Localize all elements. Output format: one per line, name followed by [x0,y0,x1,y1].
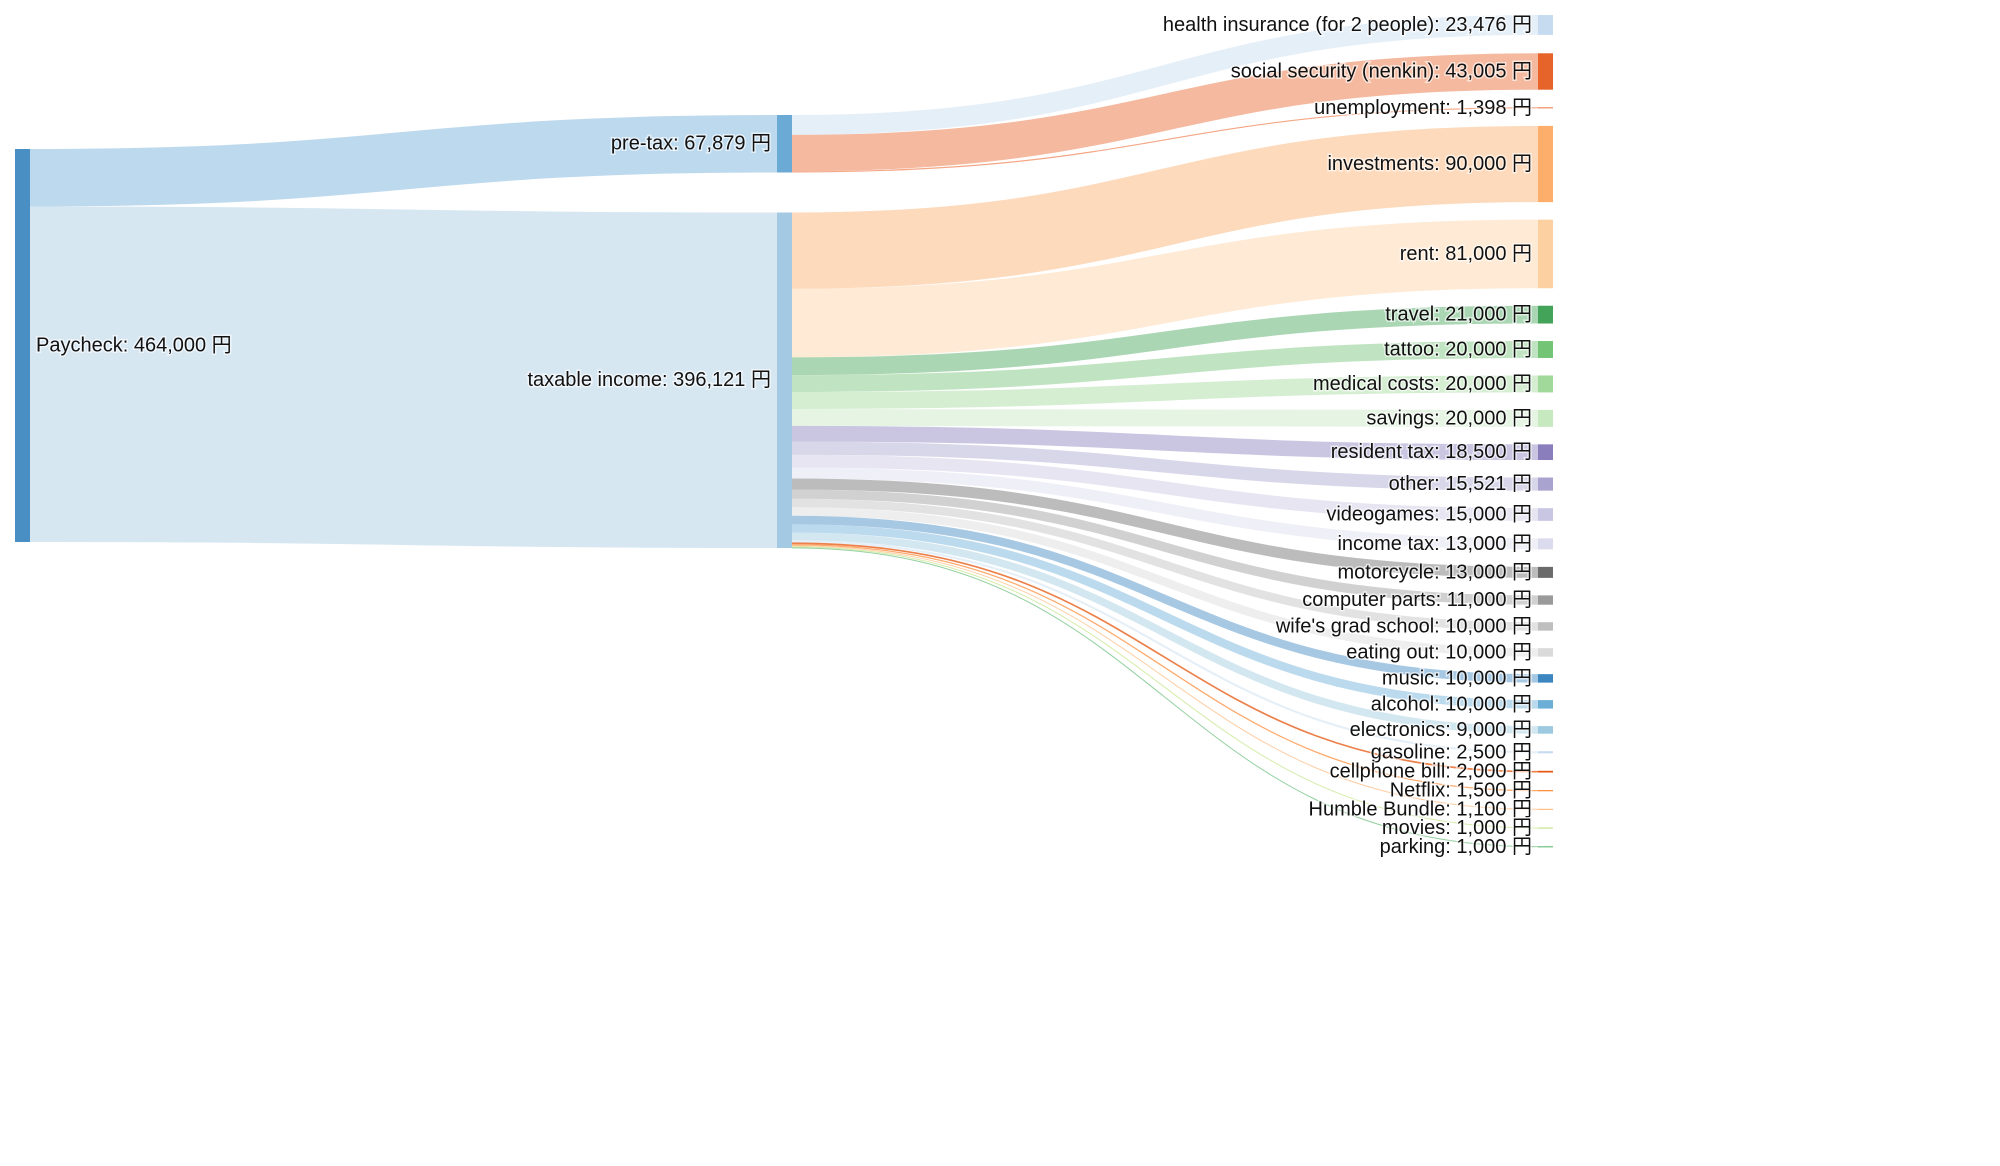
node-cellphone [1538,770,1553,773]
link-taxable-computer [791,489,1539,605]
link-taxable-travel [791,305,1539,376]
label-tattoo: tattoo: 20,000 円 [1384,338,1532,360]
link-taxable-videogames [791,454,1539,521]
link-taxable-alcohol [791,524,1539,709]
link-pretax-social [791,53,1539,172]
label-health: health insurance (for 2 people): 23,476 … [1163,14,1532,36]
node-gradschool [1538,622,1553,631]
node-savings [1538,409,1553,427]
node-videogames [1538,508,1553,521]
label-netflix: Netflix: 1,500 円 [1390,780,1532,802]
node-netflix [1538,790,1553,792]
link-taxable-resident [791,425,1539,461]
label-savings: savings: 20,000 円 [1366,407,1532,429]
node-rent [1538,219,1553,289]
label-computer: computer parts: 11,000 円 [1302,589,1532,611]
label-cellphone: cellphone bill: 2,000 円 [1330,761,1532,783]
link-pretax-health [791,15,1539,135]
node-computer [1538,595,1553,605]
link-taxable-other [791,441,1539,491]
link-taxable-gasoline [791,540,1539,754]
node-tattoo [1538,341,1553,358]
link-taxable-movies [791,546,1539,829]
label-taxable: taxable income: 396,121 円 [528,369,772,391]
link-taxable-gradschool [791,498,1539,631]
sankey-links [29,15,1539,848]
link-taxable-savings [791,408,1539,427]
label-travel: travel: 21,000 円 [1385,304,1532,326]
node-movies [1538,827,1553,829]
label-eatingout: eating out: 10,000 円 [1346,641,1532,663]
node-paycheck [15,149,30,542]
node-investments [1538,125,1553,203]
sankey-labels: Paycheck: 464,000 円 pre-tax: 67,879 円 taxa… [35,12,1534,859]
node-gasoline [1538,751,1553,754]
label-electronics: electronics: 9,000 円 [1350,719,1532,741]
node-motorcycle [1538,566,1553,578]
label-parking: parking: 1,000 円 [1380,836,1532,858]
label-investments: investments: 90,000 円 [1327,153,1532,175]
node-resident [1538,444,1553,461]
node-health [1538,15,1553,35]
link-taxable-motorcycle [791,478,1539,578]
sankey-nodes [15,15,1553,848]
node-other [1538,477,1553,491]
link-paycheck-taxable [29,206,778,548]
label-movies: movies: 1,000 円 [1382,817,1532,839]
link-taxable-netflix [791,544,1539,792]
label-pretax: pre-tax: 67,879 円 [611,133,771,155]
label-humble: Humble Bundle: 1,100 円 [1309,798,1532,820]
label-rent: rent: 81,000 円 [1400,243,1532,265]
node-music [1538,674,1553,683]
label-social: social security (nenkin): 43,005 円 [1231,60,1532,82]
link-taxable-humble [791,545,1539,810]
node-medical [1538,375,1553,393]
link-pretax-unemployment [791,107,1539,173]
link-taxable-investments [791,125,1539,289]
node-humble [1538,808,1553,810]
link-taxable-parking [791,547,1539,848]
label-resident: resident tax: 18,500 円 [1331,441,1532,463]
link-taxable-eatingout [791,507,1539,657]
link-taxable-rent [791,219,1539,358]
link-taxable-medical [791,375,1539,409]
node-travel [1538,305,1553,324]
label-videogames: videogames: 15,000 円 [1326,504,1532,526]
node-taxable [777,212,792,548]
link-taxable-tattoo [791,341,1539,393]
label-gasoline: gasoline: 2,500 円 [1371,741,1532,763]
node-pretax [777,115,792,173]
link-taxable-cellphone [791,542,1539,773]
label-music: music: 10,000 円 [1382,667,1532,689]
link-taxable-electronics [791,532,1539,734]
node-incometax [1538,538,1553,550]
label-paycheck: Paycheck: 464,000 円 [36,335,232,357]
node-alcohol [1538,700,1553,709]
node-eatingout [1538,648,1553,657]
label-medical: medical costs: 20,000 円 [1313,373,1532,395]
node-unemployment [1538,107,1553,109]
label-incometax: income tax: 13,000 円 [1337,533,1532,555]
link-taxable-incometax [791,467,1539,550]
label-other: other: 15,521 円 [1389,473,1532,495]
label-alcohol: alcohol: 10,000 円 [1371,693,1532,715]
node-electronics [1538,726,1553,734]
node-social [1538,53,1553,90]
label-unemployment: unemployment: 1,398 円 [1314,97,1532,119]
label-gradschool: wife's grad school: 10,000 円 [1275,615,1532,637]
link-taxable-music [791,515,1539,683]
label-motorcycle: motorcycle: 13,000 円 [1337,561,1532,583]
link-paycheck-pretax [29,114,778,207]
node-parking [1538,846,1553,848]
